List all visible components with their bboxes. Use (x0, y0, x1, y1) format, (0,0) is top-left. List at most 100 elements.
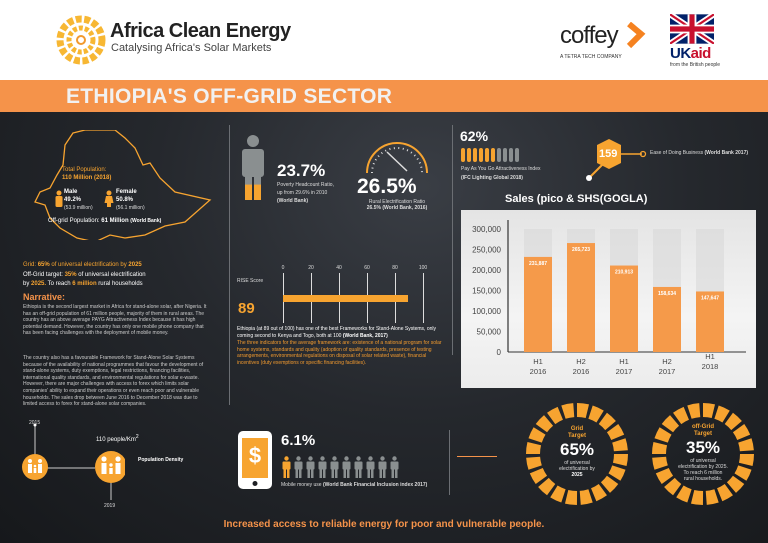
payg-segment (497, 148, 501, 162)
offgrid-target-ring (652, 403, 754, 505)
coffey-chevron-icon (626, 22, 646, 49)
svg-text:$: $ (249, 443, 261, 468)
t: Off-Grid target: (23, 272, 63, 278)
grid-target-ring (526, 403, 628, 505)
title-banner: ETHIOPIA'S OFF-GRID SECTOR (0, 80, 768, 112)
t: 2025 (128, 262, 142, 268)
total-population-value: 110 Million (2018) (62, 175, 112, 181)
narrative-title: Narrative: (23, 292, 66, 302)
density-value: 110 people/Km2 (96, 434, 139, 443)
t: electrification by 2025. (678, 464, 728, 470)
t: rural households. (683, 476, 723, 482)
female-pct: 50.8% (116, 197, 134, 203)
bar-value-label: 158,634 (658, 291, 676, 297)
rise-bar (283, 295, 408, 302)
rise-chart: 0 20 40 60 80 100 (282, 265, 428, 323)
t: (World Bank) (277, 198, 309, 204)
t: Poverty Headcount Ratio, (277, 182, 334, 188)
t: Ethiopia (at 89 out of 100) has one of t… (237, 326, 436, 339)
arrow-line (457, 456, 497, 457)
payg-segment (485, 148, 489, 162)
person-icon (318, 456, 327, 478)
t: of universal (564, 460, 590, 466)
payg-segment (515, 148, 519, 162)
x-tick-label: 2017 (659, 367, 676, 376)
t: Target (694, 431, 712, 437)
sales-chart: 0 50,000 100,000 150,000 200,000 250,000 300,0… (472, 220, 746, 376)
density-sup: 2 (135, 434, 139, 440)
coffey-logo: coffey (560, 22, 619, 49)
payg-segment (491, 148, 495, 162)
person-icon (306, 456, 315, 478)
grid-target-text: Grid: 65% of universal electrification b… (23, 262, 142, 268)
narrative-paragraph: Ethiopia is the second largest market in… (23, 304, 207, 337)
offgrid-value: 61 Million (101, 218, 129, 224)
t: up from 29.6% in 2010 (277, 190, 328, 196)
bar-value-label: 265,723 (572, 247, 590, 253)
y-tick-label: 0 (497, 348, 502, 357)
doing-business-value: 159 (599, 148, 618, 160)
t: electrification by (559, 466, 595, 472)
bar (610, 265, 638, 352)
total-population-label: Total Population: (62, 167, 107, 173)
payg-segment (467, 148, 471, 162)
t: To reach 6 million (683, 470, 723, 476)
t: 65% (37, 262, 50, 268)
person-icon (342, 456, 351, 478)
person-icon (390, 456, 399, 478)
density-year-end: 2019 (104, 503, 116, 509)
y-tick-label: 150,000 (472, 287, 501, 296)
y-tick-label: 300,000 (472, 225, 501, 234)
person-icon (366, 456, 375, 478)
grid-target-value: 65% (559, 440, 595, 459)
x-tick-label: 2018 (702, 362, 719, 371)
payg-label: Pay As You Go Attractiveness Index (461, 166, 541, 172)
female-abs: (56.1 million) (116, 205, 145, 211)
t: 2025 (571, 472, 583, 478)
rural-gauge (366, 142, 428, 174)
person-icon (378, 456, 387, 478)
t: off-Grid (692, 424, 714, 430)
brand-subtitle: Catalysing Africa's Solar Markets (111, 42, 272, 54)
bar (524, 256, 552, 352)
density-label: Population Density (138, 457, 184, 463)
x-tick-label: 2016 (573, 367, 590, 376)
poverty-value: 23.7% (277, 161, 326, 180)
t: of universal electrification (78, 272, 146, 278)
divider (449, 430, 450, 495)
bar-value-label: 231,887 (529, 261, 547, 267)
rise-tick-label: 20 (308, 265, 314, 271)
doing-business-label: Ease of Doing Business (World Bank 2017) (650, 150, 748, 156)
x-tick-label: H2 (662, 357, 672, 366)
offgrid-target-value: 35% (685, 438, 721, 457)
page-title: ETHIOPIA'S OFF-GRID SECTOR (66, 85, 393, 108)
ukaid-aid: aid (690, 45, 712, 62)
person-fill-icon (242, 135, 264, 200)
t: Target (568, 433, 586, 439)
union-jack-icon (670, 14, 714, 44)
payg-segment (503, 148, 507, 162)
offgrid-target-text: Off-Grid target: 35% of universal electr… (23, 271, 223, 289)
male-pct: 49.2% (64, 197, 82, 203)
density-year-start: 2015 (29, 420, 41, 426)
divider (229, 125, 230, 405)
chart-title: Sales (pico & SHS(GOGLA) (505, 193, 648, 205)
brand-title: Africa Clean Energy (110, 20, 291, 42)
female-label: Female (116, 189, 137, 195)
rise-note: The three indicators for the average fra… (237, 340, 442, 366)
sales-chart-panel: 0 50,000 100,000 150,000 200,000 250,000 300,0… (461, 210, 756, 388)
footer-tagline: Increased access to reliable energy for … (223, 519, 545, 530)
poverty-desc: Poverty Headcount Ratio, up from 29.6% in… (277, 181, 334, 205)
t: To reach (47, 281, 71, 287)
rise-tick-label: 80 (392, 265, 398, 271)
bar-value-label: 210,913 (615, 270, 633, 276)
t: Mobile money use (281, 482, 322, 488)
bar-value-label: 147,647 (701, 295, 719, 301)
ukaid-uk: UK (670, 45, 691, 62)
t: of universal electrification by (51, 262, 127, 268)
offgrid-label: Off-grid Population: (48, 218, 100, 224)
t: 26.5% (World Bank, 2016) (366, 205, 428, 211)
coffey-subtitle: A TETRA TECH COMPANY (560, 54, 622, 60)
doing-business-hexagon (586, 139, 647, 181)
payg-segment (473, 148, 477, 162)
